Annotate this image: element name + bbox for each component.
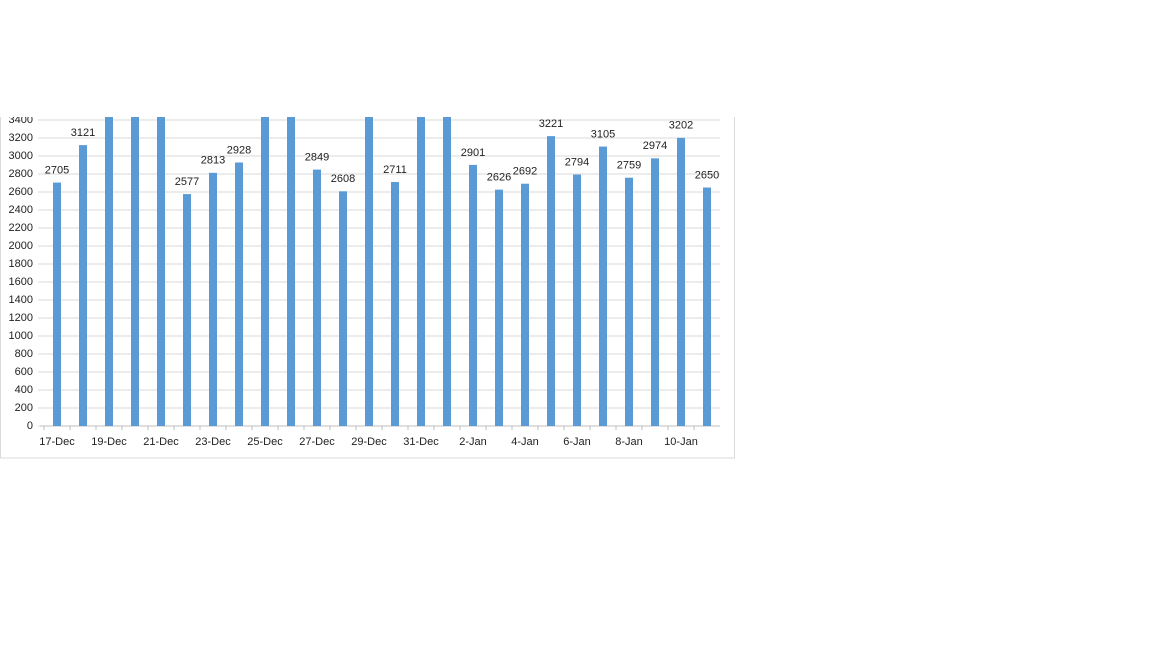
x-tick-label: 17-Dec [39,436,75,448]
y-tick-label: 0 [27,420,33,432]
y-tick-label: 1600 [9,276,33,288]
data-label: 3202 [669,120,693,132]
bar [131,117,139,426]
data-label: 2813 [201,155,225,167]
data-label: 3500 [409,93,433,105]
data-label: 3500 [435,93,459,105]
y-tick-label: 3200 [9,132,33,144]
data-label: 3121 [71,127,95,139]
x-tick-label: 31-Dec [403,436,439,448]
y-tick-label: 1400 [9,294,33,306]
y-tick-label: 1000 [9,330,33,342]
data-label: 2650 [695,169,719,181]
x-tick-label: 21-Dec [143,436,179,448]
bar [521,183,529,426]
x-tick-label: 6-Jan [563,436,591,448]
y-tick-label: 200 [15,402,33,414]
data-label: 2849 [305,151,329,163]
y-tick-label: 1200 [9,312,33,324]
data-label: 3221 [539,118,563,130]
bar [417,117,425,426]
bar [703,187,711,426]
bar [105,117,113,426]
bar [547,136,555,427]
x-tick-label: 2-Jan [459,436,487,448]
bar [157,117,165,426]
bar [651,158,659,426]
bar [53,182,61,426]
data-label: 2759 [617,160,641,172]
x-tick-label: 27-Dec [299,436,335,448]
x-tick-label: 8-Jan [615,436,643,448]
data-label: 3105 [591,128,615,140]
bar [599,146,607,427]
x-tick-label: 4-Jan [511,436,539,448]
x-tick-label: 10-Jan [664,436,698,448]
bar [183,194,191,426]
y-tick-label: 2600 [9,186,33,198]
data-label: 3500 [123,93,147,105]
data-label: 2901 [461,147,485,159]
bar [443,117,451,426]
data-label: 3500 [357,93,381,105]
bar [365,117,373,426]
x-tick-label: 25-Dec [247,436,283,448]
data-label: 2928 [227,144,251,156]
y-tick-label: 1800 [9,258,33,270]
bar [625,177,633,426]
data-label: 2794 [565,156,589,168]
x-tick-label: 19-Dec [91,436,127,448]
data-label: 2692 [513,166,537,178]
x-tick-label: 23-Dec [195,436,231,448]
data-label: 2577 [175,176,199,188]
bar [391,182,399,426]
data-label: 2974 [643,140,667,152]
y-tick-label: 2400 [9,204,33,216]
y-tick-label: 2800 [9,168,33,180]
data-label: 2608 [331,173,355,185]
y-tick-label: 800 [15,348,33,360]
y-tick-label: 2200 [9,222,33,234]
y-tick-label: 400 [15,384,33,396]
bar [209,172,217,426]
bar [235,162,243,427]
data-label: 2626 [487,172,511,184]
bar [313,169,321,426]
bar [339,191,347,426]
bar [677,137,685,426]
data-label: 3500 [253,93,277,105]
bar [261,117,269,426]
plot-area: 0 200 400 600 800 1000 1200 1400 1600 1800 2000 220… [9,93,720,448]
bar [573,174,581,426]
y-tick-label: 3000 [9,150,33,162]
bar [469,164,477,426]
data-label: 2711 [383,164,407,176]
bar [287,117,295,426]
data-label: 3500 [149,93,173,105]
y-tick-label: 3400 [9,114,33,126]
x-tick-label: 29-Dec [351,436,387,448]
data-label: 3500 [97,93,121,105]
data-label: 2705 [45,164,69,176]
bar [79,145,87,427]
data-label: 3500 [279,93,303,105]
y-tick-label: 600 [15,366,33,378]
bar [495,189,503,426]
y-tick-label: 2000 [9,240,33,252]
